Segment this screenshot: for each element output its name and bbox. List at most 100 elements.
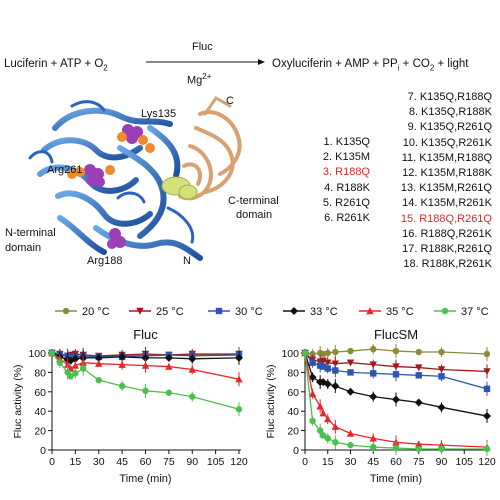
nterm-domain-label-2: domain [5,242,42,254]
data-point [118,360,126,368]
enzyme-label: Fluc [192,41,213,53]
data-point [71,354,80,363]
data-point [332,439,339,446]
data-point [319,357,327,365]
single-mutant-list: 1. K135Q 2. K135M 3. R188Q 4. R188K 5. R… [288,135,370,226]
ligand [161,176,198,200]
data-point [189,393,196,400]
data-point [141,353,150,362]
data-point [164,353,173,362]
data-point [67,373,74,380]
y-tick-label: 60 [34,387,46,399]
data-point [320,432,327,439]
x-tick-label: 60 [390,456,402,468]
data-point [309,417,316,425]
data-point [370,443,377,451]
mutant-item: 16. R188Q,R261K [402,227,492,240]
x-tick-label: 90 [436,456,448,468]
legend-label: 25 °C [156,306,184,318]
mutant-item: 4. R188K [324,181,370,194]
data-point [309,359,316,366]
data-point [324,415,332,423]
mutant-item: 15. R188Q,R261Q [400,212,492,225]
data-point [392,347,400,355]
x-axis-label: Time (min) [370,473,422,485]
data-point [415,364,423,372]
legend-marker-group [441,307,449,315]
x-tick-label: 30 [345,456,357,468]
data-point [438,445,445,453]
data-point [392,363,400,371]
x-tick-label: 105 [207,456,225,468]
mutant-item: 8. K135Q,R188K [408,106,492,119]
data-point [188,365,196,373]
data-point [370,345,377,353]
x-tick-label: 75 [413,456,425,468]
mutant-item: 10. K135Q,R261K [402,136,492,149]
x-tick-label: 120 [230,456,248,468]
legend-marker [441,307,449,315]
data-point [142,387,149,395]
data-point [392,371,400,378]
reaction-arrow [146,59,265,65]
data-point [56,359,63,366]
chart-title: FlucSM [374,327,418,342]
data-point [235,375,243,383]
series-20C-group [301,344,491,361]
data-point [331,381,340,390]
data-point [235,406,243,413]
data-point [118,382,126,390]
cofactor-label: Mg2+ [187,72,212,87]
y-tick-label: 0 [293,445,299,457]
y-tick-label: 100 [28,348,46,360]
data-point [324,349,331,357]
legend-marker-group [215,307,223,315]
x-axis-label: Time (min) [119,473,171,485]
data-point [63,360,72,368]
data-point [95,376,102,384]
legend-label: 35 °C [386,306,414,318]
y-axis-label: Fluc activity (%) [265,364,277,438]
c-terminus-label: C [226,95,234,107]
legend-marker [215,307,223,315]
x-tick-label: 0 [49,456,55,468]
y-tick-label: 100 [281,348,299,360]
data-point [316,427,324,434]
legend-label: 37 °C [461,306,489,318]
mutant-item: 6. R261K [324,212,370,225]
x-tick-label: 45 [367,456,379,468]
data-point [332,348,339,356]
data-point [331,423,340,430]
arg261-label: Arg261 [47,164,83,176]
mutant-item: 17. R188K,R261Q [402,243,492,256]
data-point [414,398,423,407]
data-point [438,348,445,356]
legend-label: 20 °C [82,306,110,318]
data-point [94,353,103,362]
legend-label: 33 °C [310,306,338,318]
data-point [483,412,491,421]
data-point [483,368,491,376]
arg261-atoms [67,164,115,187]
chart-title: Fluc [133,327,158,342]
legend-marker-group [136,307,144,315]
y-tick-label: 40 [34,406,46,418]
data-point [319,409,327,417]
y-tick-label: 80 [287,367,299,379]
data-point [415,348,422,356]
x-tick-label: 105 [455,456,473,468]
data-point [95,359,103,367]
mutant-item: 13. K135M,R261Q [400,182,492,195]
x-tick-label: 90 [186,456,198,468]
y-tick-label: 40 [287,406,299,418]
x-tick-label: 60 [140,456,152,468]
data-point [483,385,491,393]
legend-marker-group [366,307,374,315]
data-point [118,352,127,361]
data-point [323,380,332,389]
data-point [141,361,150,369]
series-37C-group [48,349,243,417]
mutant-item: 11. K135M,R188Q [401,151,492,164]
data-point [72,370,79,377]
